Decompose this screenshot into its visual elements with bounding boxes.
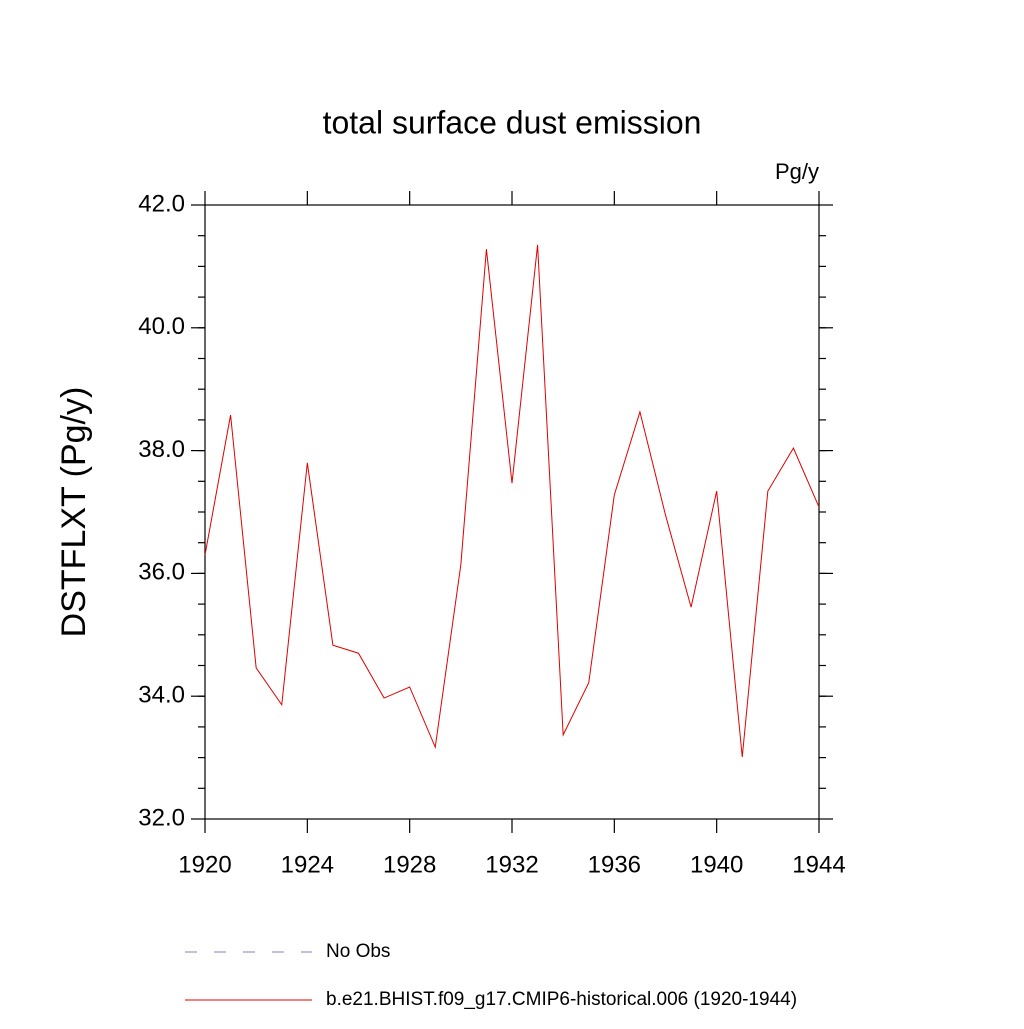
legend-label: b.e21.BHIST.f09_g17.CMIP6-historical.006…: [326, 989, 797, 1010]
plot-frame: [204, 204, 820, 820]
y-tick-label: 42.0: [138, 190, 185, 217]
x-tick-label: 1940: [690, 851, 743, 878]
data-line: [204, 244, 820, 758]
x-tick-label: 1944: [792, 851, 845, 878]
x-tick-label: 1924: [281, 851, 334, 878]
y-tick-label: 34.0: [138, 682, 185, 709]
units-label: Pg/y: [775, 159, 819, 184]
x-tick-label: 1932: [485, 851, 538, 878]
y-tick-label: 36.0: [138, 559, 185, 586]
x-tick-label: 1920: [178, 851, 231, 878]
y-tick-label: 40.0: [138, 313, 185, 340]
legend-label: No Obs: [326, 941, 390, 962]
x-tick-label: 1936: [588, 851, 641, 878]
x-tick-label: 1928: [383, 851, 436, 878]
y-tick-label: 38.0: [138, 436, 185, 463]
y-tick-label: 32.0: [138, 804, 185, 831]
y-axis-label: DSTFLXT (Pg/y): [55, 387, 93, 638]
chart-title: total surface dust emission: [323, 104, 702, 140]
